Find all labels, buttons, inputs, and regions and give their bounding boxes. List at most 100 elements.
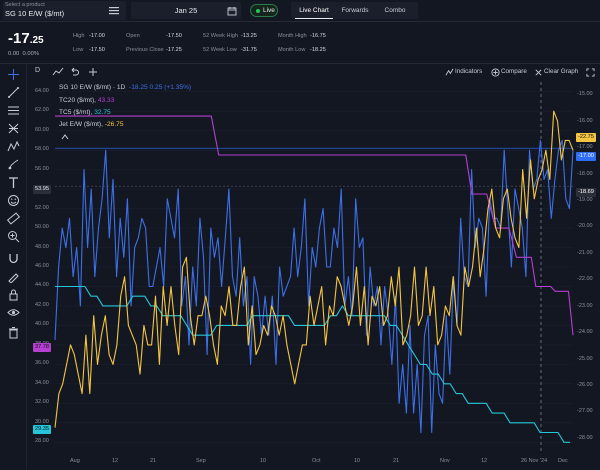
left-axis-tick: 42.00 bbox=[35, 301, 49, 308]
right-price-label: -18.69 bbox=[576, 188, 596, 198]
series-line bbox=[54, 110, 574, 428]
live-dot-icon bbox=[256, 9, 260, 13]
stat-label: Open bbox=[126, 33, 140, 39]
right-axis-tick: -27.00 bbox=[577, 408, 593, 415]
pencil-lock-icon[interactable] bbox=[7, 270, 20, 283]
eye-icon[interactable] bbox=[7, 306, 20, 319]
left-price-label: 53.95 bbox=[33, 185, 51, 195]
x-axis-tick: 10 bbox=[260, 458, 267, 464]
legend-item: Jet E/W ($/mt), -26.75 bbox=[59, 121, 124, 128]
compare-icon bbox=[491, 68, 500, 77]
right-price-label: -17.00 bbox=[576, 151, 596, 161]
live-toggle[interactable]: Live bbox=[250, 4, 278, 17]
stat-value: -17.50 bbox=[89, 47, 105, 53]
tab-forwards[interactable]: Forwards bbox=[341, 7, 369, 14]
left-axis-tick: 30.00 bbox=[35, 418, 49, 425]
stat-label: Low bbox=[73, 47, 84, 53]
clear-graph-button[interactable]: Clear Graph bbox=[544, 68, 579, 75]
x-axis-tick: 12 bbox=[112, 458, 119, 464]
change-pct: 0.00% bbox=[22, 51, 39, 57]
stat-label: Previous Close bbox=[126, 47, 164, 53]
magnet-icon[interactable] bbox=[7, 252, 20, 265]
legend-item-value: -26.75 bbox=[104, 121, 124, 128]
clear-icon bbox=[535, 69, 542, 76]
x-axis-tick: 21 bbox=[150, 458, 157, 464]
crosshair-icon[interactable] bbox=[7, 68, 20, 81]
right-axis-tick: -18.00 bbox=[577, 170, 593, 177]
product-selector-label: Select a product bbox=[5, 2, 45, 8]
lock-icon[interactable] bbox=[7, 288, 20, 301]
right-price-label: -22.75 bbox=[576, 133, 596, 142]
legend-main-name: SG 10 E/W ($/mt) · 1D bbox=[59, 84, 126, 91]
pitchfork-icon[interactable] bbox=[7, 122, 20, 135]
right-axis-tick: -23.00 bbox=[577, 302, 593, 309]
left-axis-tick: 62.00 bbox=[35, 107, 49, 114]
zoom-in-icon[interactable] bbox=[7, 230, 20, 243]
tab-live-chart[interactable]: Live Chart bbox=[295, 2, 333, 19]
legend-item: TC20 ($/mt), 43.33 bbox=[59, 97, 114, 104]
product-selector[interactable] bbox=[3, 1, 126, 20]
parallel-lines-icon[interactable] bbox=[7, 104, 20, 117]
emoji-icon[interactable] bbox=[7, 194, 20, 207]
left-axis-tick: 64.00 bbox=[35, 87, 49, 94]
right-axis-tick: -28.00 bbox=[577, 434, 593, 441]
stat-value: -17.50 bbox=[166, 33, 182, 39]
fullscreen-icon[interactable] bbox=[586, 68, 595, 77]
stat-value: -18.25 bbox=[310, 47, 326, 53]
brush-icon[interactable] bbox=[7, 158, 20, 171]
text-icon[interactable] bbox=[7, 176, 20, 189]
price-change: 0.00 0.00% bbox=[8, 51, 39, 57]
x-axis-tick: Nov bbox=[440, 458, 450, 464]
change-abs: 0.00 bbox=[8, 51, 20, 57]
stat-value: -16.75 bbox=[310, 33, 326, 39]
collapse-legend-icon[interactable] bbox=[61, 134, 69, 140]
right-axis-tick: -22.00 bbox=[577, 276, 593, 283]
series-line bbox=[55, 115, 574, 336]
tab-combo[interactable]: Combo bbox=[384, 7, 406, 14]
legend-item-value: 43.33 bbox=[97, 97, 115, 104]
stat-label: 52 Week Low bbox=[203, 47, 237, 53]
series-line bbox=[55, 285, 570, 443]
undo-icon[interactable] bbox=[69, 67, 79, 77]
pattern-icon[interactable] bbox=[7, 140, 20, 153]
legend-item-name: TC5 ($/mt), bbox=[59, 109, 93, 116]
indicators-icon bbox=[445, 68, 454, 76]
x-axis-tick: Dec bbox=[558, 458, 568, 464]
ruler-icon[interactable] bbox=[7, 212, 20, 225]
drawing-toolbar bbox=[0, 64, 27, 470]
right-axis-tick: -24.00 bbox=[577, 329, 593, 336]
left-axis-tick: 36.00 bbox=[35, 360, 49, 367]
stat-value: -17.25 bbox=[166, 47, 182, 53]
live-label: Live bbox=[263, 7, 275, 14]
right-axis-tick: -17.00 bbox=[577, 144, 593, 151]
left-axis-tick: 44.00 bbox=[35, 282, 49, 289]
stat-value: -13.25 bbox=[241, 33, 257, 39]
legend-main-values: -18.25 0.25 (+1.35%) bbox=[129, 84, 192, 91]
indicators-button[interactable]: Indicators bbox=[455, 68, 483, 75]
chart-type-icon[interactable] bbox=[52, 67, 64, 77]
date-picker[interactable]: Jan 25 bbox=[131, 2, 241, 19]
right-axis-tick: -25.00 bbox=[577, 355, 593, 362]
list-menu-icon[interactable] bbox=[108, 5, 120, 16]
trash-icon[interactable] bbox=[7, 326, 20, 339]
left-axis-tick: 32.00 bbox=[35, 399, 49, 406]
stat-value: -31.75 bbox=[241, 47, 257, 53]
view-tabs: Live Chart Forwards Combo bbox=[291, 2, 418, 19]
right-axis-tick: -16.00 bbox=[577, 117, 593, 124]
price-main: -17 bbox=[8, 30, 30, 47]
x-axis-tick: 10 bbox=[354, 458, 361, 464]
compare-button[interactable]: Compare bbox=[501, 68, 527, 75]
x-axis-tick: 12 bbox=[481, 458, 488, 464]
stat-label: Month Low bbox=[278, 47, 306, 53]
x-axis-tick: Sep bbox=[196, 458, 206, 464]
stat-label: Month High bbox=[278, 33, 307, 39]
calendar-icon[interactable] bbox=[227, 6, 237, 16]
x-axis-tick: Oct bbox=[312, 458, 321, 464]
left-price-label: 37.78 bbox=[33, 342, 51, 352]
left-axis-tick: 48.00 bbox=[35, 243, 49, 250]
trend-line-icon[interactable] bbox=[7, 86, 20, 99]
legend-item: TC5 ($/mt), 32.75 bbox=[59, 109, 111, 116]
interval-button[interactable]: D bbox=[35, 67, 41, 74]
add-indicator-icon[interactable] bbox=[88, 67, 98, 77]
legend-main: SG 10 E/W ($/mt) · 1D -18.25 0.25 (+1.35… bbox=[59, 84, 191, 91]
